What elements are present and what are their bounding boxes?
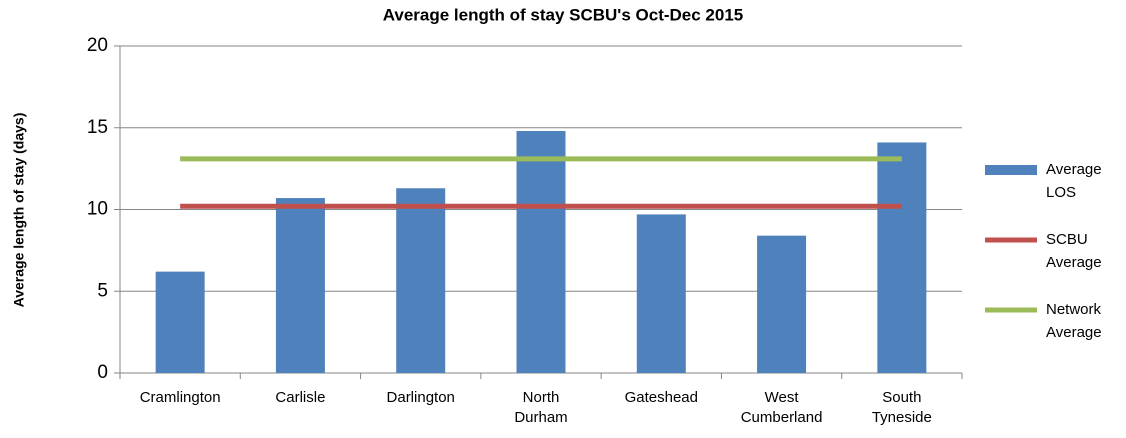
y-tick-label: 0: [97, 362, 108, 383]
legend-label: SCBU Average: [1046, 231, 1102, 271]
y-tick-label: 15: [87, 117, 108, 138]
legend-label: Average LOS: [1046, 161, 1102, 201]
legend-label: Network Average: [1046, 301, 1102, 341]
bar: [636, 214, 686, 373]
x-tick-label: South Tyneside: [871, 389, 932, 426]
y-tick-label: 20: [87, 35, 108, 56]
y-axis-label: Average length of stay (days): [11, 113, 27, 308]
bar: [155, 271, 205, 373]
bar: [757, 235, 807, 373]
y-tick-label: 5: [97, 280, 108, 301]
x-tick-label: West Cumberland: [740, 389, 823, 426]
chart-title: Average length of stay SCBU's Oct-Dec 20…: [383, 5, 744, 24]
bar: [877, 142, 927, 373]
bar: [396, 188, 446, 373]
x-tick-label: Gateshead: [624, 389, 698, 406]
x-tick-label: Carlisle: [275, 389, 326, 406]
x-tick-label: North Durham: [514, 389, 568, 426]
legend-swatch: [985, 165, 1037, 175]
y-tick-label: 10: [87, 199, 108, 220]
bar: [275, 198, 325, 373]
x-tick-label: Darlington: [386, 389, 455, 406]
x-tick-label: Cramlington: [139, 389, 221, 406]
bar: [516, 131, 566, 373]
